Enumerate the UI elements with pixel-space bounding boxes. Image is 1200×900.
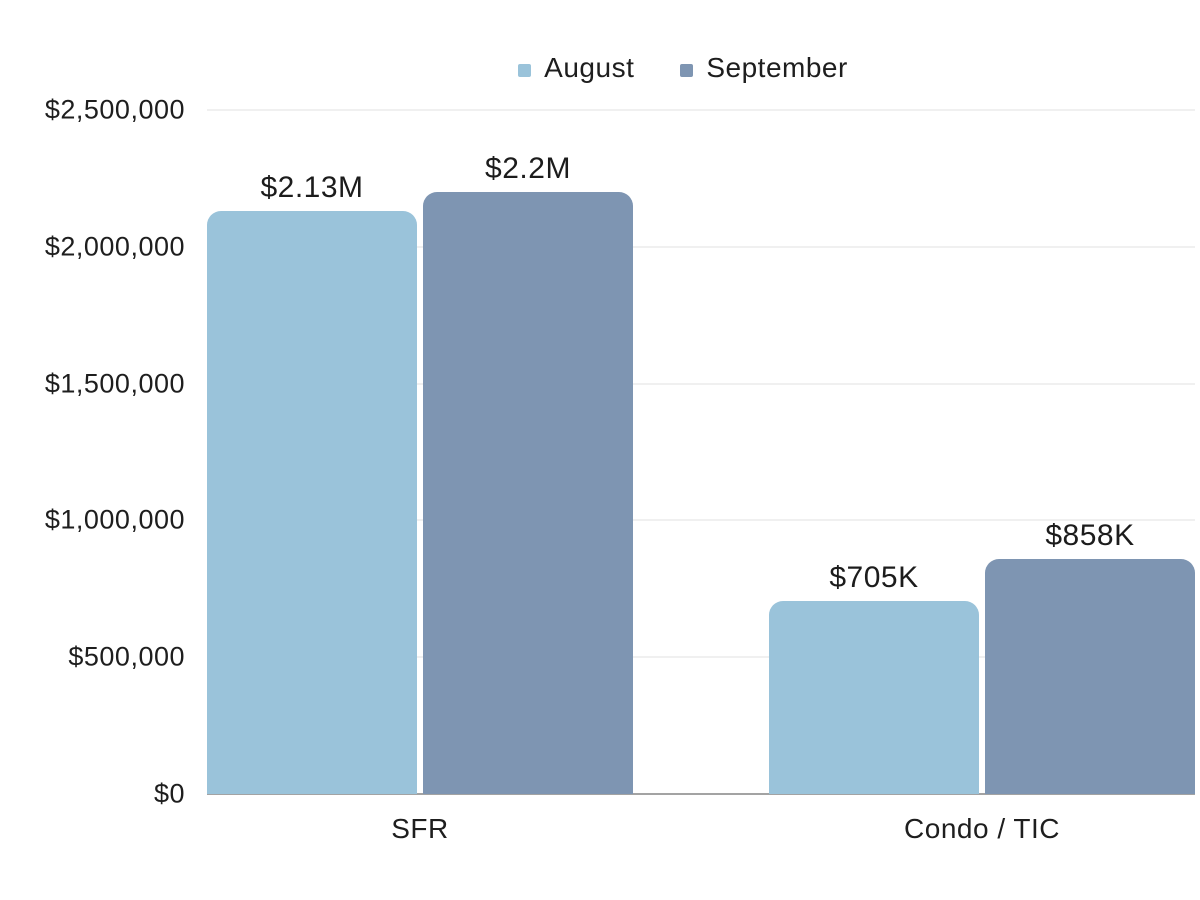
legend-item-august[interactable]: August	[518, 52, 634, 84]
august-series-swatch-icon	[518, 63, 532, 77]
y-axis: $0 $500,000 $1,000,000 $1,500,000 $2,000,000…	[0, 96, 185, 807]
legend-item-september[interactable]: September	[680, 52, 847, 84]
y-axis-tick-label: $1,500,000	[44, 368, 185, 399]
gridline	[207, 383, 1195, 385]
plot-area: $2.13M $2.2M $705K $858K	[207, 109, 1195, 795]
gridline	[207, 109, 1195, 111]
bar-september-condo-tic[interactable]	[985, 559, 1195, 794]
bar-value-label: $705K	[829, 561, 919, 595]
y-axis-tick-label: $2,500,000	[44, 94, 185, 125]
bar-august-sfr[interactable]	[207, 211, 417, 794]
bar-value-label: $858K	[1045, 519, 1135, 553]
legend-label-september: September	[706, 52, 848, 83]
x-axis-baseline	[207, 793, 1195, 795]
gridline	[207, 246, 1195, 248]
x-axis-category-label: Condo / TIC	[904, 813, 1060, 844]
x-axis-category-label: SFR	[391, 813, 449, 844]
bar-september-sfr[interactable]	[423, 192, 633, 794]
x-axis: SFR Condo / TIC	[207, 812, 1195, 852]
y-axis-tick-label: $500,000	[68, 641, 185, 672]
bar-august-condo-tic[interactable]	[769, 601, 979, 794]
y-axis-tick-label: $1,000,000	[44, 504, 185, 535]
bar-value-label: $2.13M	[260, 171, 364, 205]
y-axis-tick-label: $0	[153, 778, 185, 809]
y-axis-tick-label: $2,000,000	[44, 231, 185, 262]
chart-legend: August September	[189, 52, 1177, 84]
legend-label-august: August	[544, 52, 635, 83]
gridline	[207, 519, 1195, 521]
gridline	[207, 656, 1195, 658]
september-series-swatch-icon	[680, 63, 694, 77]
bar-value-label: $2.2M	[485, 152, 571, 186]
